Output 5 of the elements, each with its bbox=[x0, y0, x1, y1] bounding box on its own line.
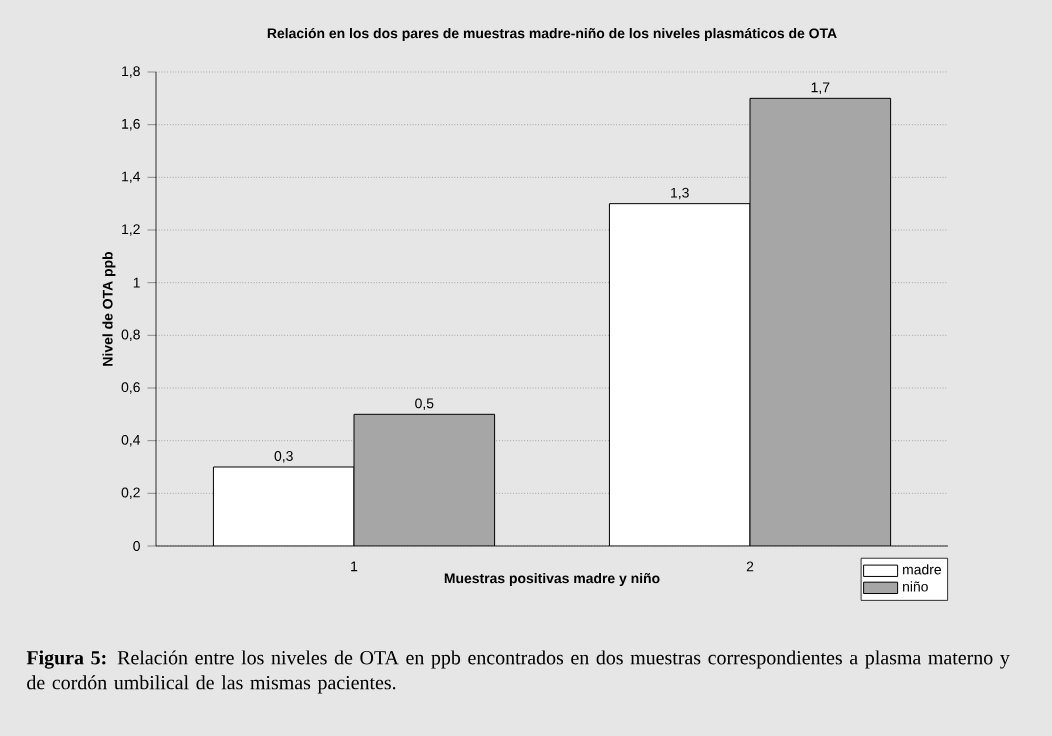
text: Figura 5: Relación entre los niveles de OTA en ppb encontrados en dos muestras correspondientes a plasma materno y de cordón umbilical de las mismas pacientes. bbox=[26, 650, 1010, 694]
bar bbox=[354, 414, 495, 546]
bar bbox=[213, 467, 355, 546]
bar bbox=[608, 203, 751, 546]
bar bbox=[749, 97, 892, 546]
